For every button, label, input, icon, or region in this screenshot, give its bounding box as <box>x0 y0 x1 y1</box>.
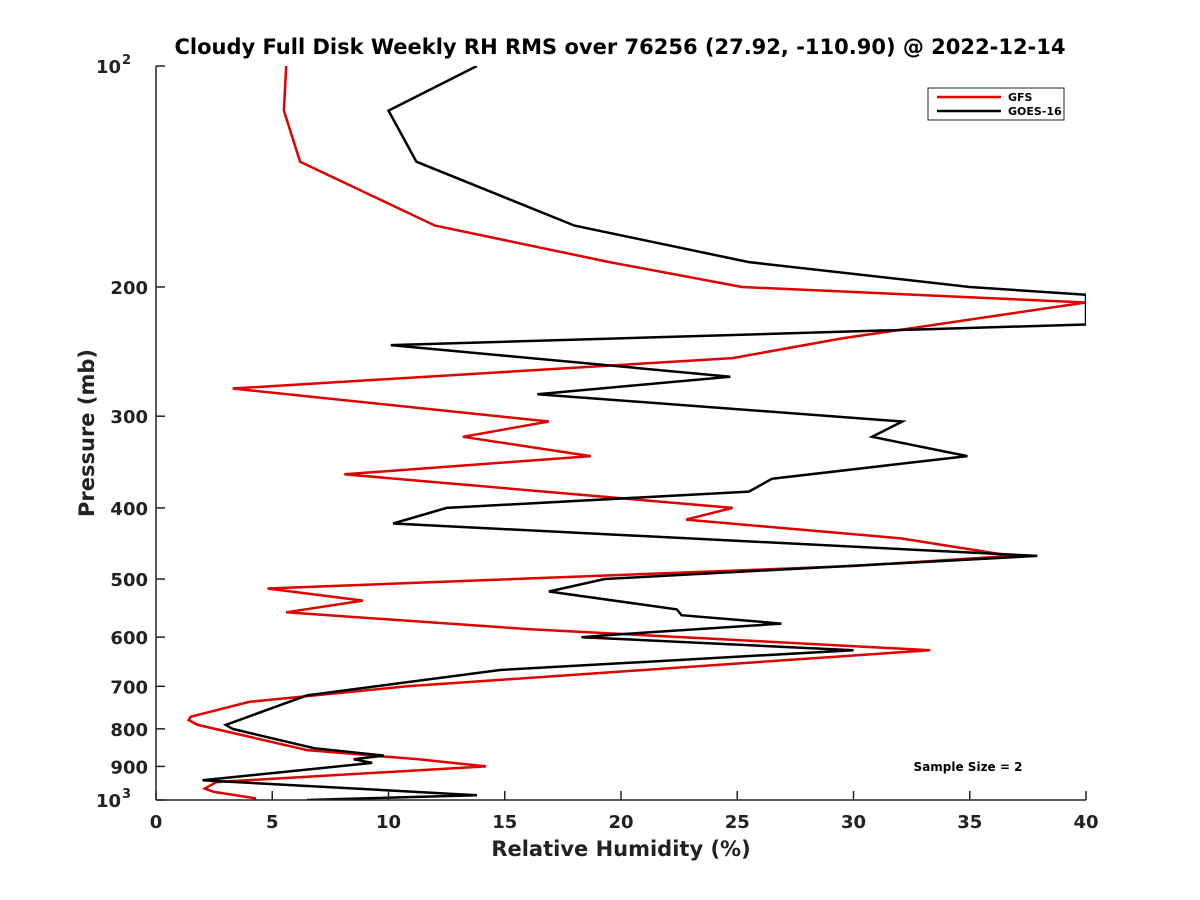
legend-label: GFS <box>1008 91 1033 104</box>
x-tick-label: 20 <box>608 812 633 833</box>
legend-label: GOES-16 <box>1008 105 1062 118</box>
x-tick-label: 40 <box>1073 812 1098 833</box>
chart-title: Cloudy Full Disk Weekly RH RMS over 7625… <box>174 35 1065 59</box>
x-tick-label: 25 <box>725 812 750 833</box>
y-tick-exponent: 2 <box>122 53 131 68</box>
y-tick-label: 600 <box>110 628 148 649</box>
y-tick-label: 800 <box>110 720 148 741</box>
x-ticks: 0 5 10 15 20 25 30 35 40 <box>150 791 1099 833</box>
legend-box <box>927 87 1065 121</box>
series-line-gfs <box>186 66 1086 800</box>
sample-size-annotation: Sample Size = 2 <box>914 760 1023 774</box>
y-tick-label: 300 <box>110 407 148 428</box>
y-tick-label: 500 <box>110 570 148 591</box>
y-tick-label: 10 <box>96 57 121 78</box>
y-axis-label: Pressure (mb) <box>75 349 99 517</box>
y-tick-label: 10 <box>96 791 121 812</box>
x-tick-label: 5 <box>266 812 279 833</box>
x-tick-label: 35 <box>957 812 982 833</box>
series-layer <box>186 66 1086 800</box>
plot-area: 0 5 10 15 20 25 30 35 40 10 220030040050060070080… <box>96 53 1099 833</box>
y-tick-label: 700 <box>110 677 148 698</box>
y-tick-exponent: 3 <box>122 787 131 802</box>
y-tick-label: 200 <box>110 278 148 299</box>
x-tick-label: 15 <box>492 812 517 833</box>
x-tick-label: 30 <box>841 812 866 833</box>
series-line-goes-16 <box>202 66 1086 800</box>
x-tick-label: 0 <box>150 812 163 833</box>
x-tick-label: 10 <box>376 812 401 833</box>
y-tick-label: 400 <box>110 499 148 520</box>
y-tick-label: 900 <box>110 757 148 778</box>
x-axis-label: Relative Humidity (%) <box>491 837 750 861</box>
